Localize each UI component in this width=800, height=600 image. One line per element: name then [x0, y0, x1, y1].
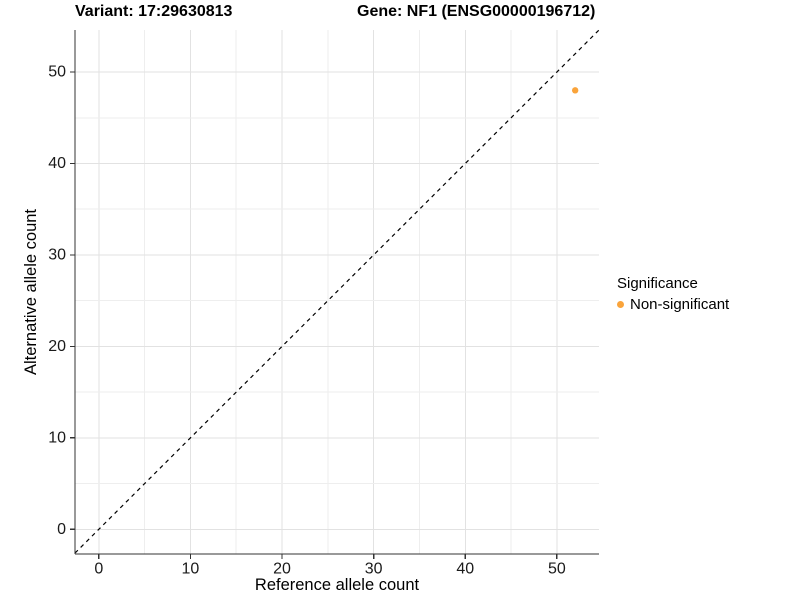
legend-entry: Non-significant — [617, 296, 729, 313]
legend-title: Significance — [617, 275, 698, 292]
legend: Significance Non-significant — [617, 275, 729, 313]
legend-entry-label: Non-significant — [630, 296, 730, 313]
y-tick-label: 30 — [48, 246, 66, 263]
y-tick-label: 20 — [48, 338, 66, 355]
y-tick-label: 0 — [57, 521, 66, 538]
x-tick-label: 10 — [182, 560, 200, 577]
identity-reference-line — [74, 29, 600, 554]
x-tick-label: 50 — [548, 560, 566, 577]
x-tick-label: 30 — [365, 560, 383, 577]
gene-title: Gene: NF1 (ENSG00000196712) — [357, 3, 596, 20]
data-point — [571, 87, 579, 94]
y-tick-label: 10 — [48, 429, 66, 446]
y-axis-title: Alternative allele count — [22, 209, 40, 375]
y-tick-label: 40 — [48, 155, 66, 172]
x-tick-label: 0 — [94, 560, 103, 577]
y-tick-label: 50 — [48, 64, 66, 81]
x-axis-title: Reference allele count — [255, 576, 420, 594]
variant-title: Variant: 17:29630813 — [75, 3, 233, 20]
x-tick-label: 40 — [456, 560, 474, 577]
legend-point-icon — [617, 301, 624, 308]
x-tick-label: 20 — [273, 560, 291, 577]
